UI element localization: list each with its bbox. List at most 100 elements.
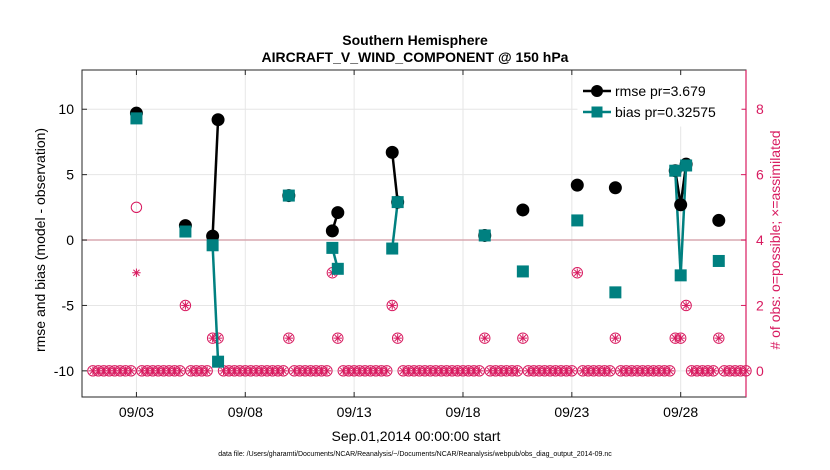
y-tick-label: -10 <box>54 363 74 379</box>
x-tick-label: 09/23 <box>554 404 589 420</box>
star-stroke <box>182 302 189 309</box>
y2-tick-label: 2 <box>756 297 764 313</box>
possible-obs-marker <box>321 365 333 377</box>
star-stroke <box>176 367 184 375</box>
star-stroke <box>519 334 527 342</box>
bias-point <box>130 112 143 125</box>
chart-title: Southern Hemisphere <box>342 32 488 48</box>
star-stroke <box>285 334 293 342</box>
star-stroke <box>127 367 135 375</box>
possible-obs-marker <box>680 299 692 312</box>
bias-point <box>516 265 529 278</box>
y2-tick-label: 0 <box>756 363 764 379</box>
assimilated-obs-marker <box>126 366 136 376</box>
legend-box <box>577 75 742 127</box>
bias-point <box>179 225 192 238</box>
assimilated-obs-marker <box>513 366 522 376</box>
assimilated-obs-marker <box>322 366 332 376</box>
legend-bias-marker <box>591 106 603 118</box>
possible-obs-marker <box>201 365 213 377</box>
star-stroke <box>323 367 331 375</box>
x-tick-label: 09/13 <box>337 404 372 420</box>
bias-line-segment <box>673 170 682 276</box>
rmse-point <box>211 113 225 127</box>
assimilated-obs-marker <box>665 366 675 376</box>
bias-line-segment <box>211 245 220 362</box>
assimilated-obs-marker <box>475 366 484 376</box>
assimilated-obs-marker <box>175 366 185 376</box>
assimilated-obs-marker <box>714 333 723 343</box>
possible-obs-marker <box>179 299 192 312</box>
rmse-point <box>674 198 688 212</box>
rmse-point <box>712 213 726 227</box>
star-stroke <box>514 367 521 375</box>
possible-obs-marker <box>713 332 725 344</box>
star-stroke <box>606 367 614 375</box>
y-tick-label: 0 <box>66 232 74 248</box>
bias-point <box>609 286 622 299</box>
bias-point <box>712 254 725 267</box>
star-stroke <box>611 334 619 342</box>
obs-count-markers <box>87 201 752 377</box>
y2-tick-label: 6 <box>756 167 764 183</box>
possible-obs-marker <box>664 365 676 377</box>
possible-obs-marker <box>332 332 344 344</box>
assimilated-obs-marker <box>676 333 685 343</box>
x-tick-label: 09/08 <box>228 404 263 420</box>
rmse-point <box>325 224 339 238</box>
x-tick-label: 09/18 <box>445 404 480 420</box>
star-stroke <box>203 367 211 375</box>
star-stroke <box>573 269 581 277</box>
possible-obs-marker <box>381 365 393 377</box>
possible-obs-marker <box>609 332 622 344</box>
bias-point <box>669 164 682 177</box>
star-stroke <box>388 302 396 309</box>
star-stroke <box>394 334 402 342</box>
assimilated-obs-marker <box>132 268 141 277</box>
rmse-point <box>331 206 345 220</box>
y-tick-label: 10 <box>58 101 74 117</box>
legend: rmse pr=3.679 bias pr=0.32575 <box>577 75 742 127</box>
possible-obs-marker <box>517 332 529 344</box>
rmse-point <box>570 178 584 192</box>
assimilated-obs-marker <box>181 301 190 310</box>
star-stroke <box>334 334 342 342</box>
star-stroke <box>677 334 685 342</box>
assimilated-obs-marker <box>279 366 288 376</box>
assimilated-obs-marker <box>333 333 343 343</box>
possible-obs-marker <box>391 332 404 344</box>
x-tick-label: 09/03 <box>119 404 154 420</box>
bias-point <box>386 242 399 255</box>
assimilated-obs-marker <box>573 268 582 277</box>
y-tick-label: -5 <box>62 297 75 313</box>
rmse-line-segment <box>211 119 220 237</box>
series-markers <box>129 106 726 368</box>
bias-point <box>331 262 344 275</box>
rmse-point <box>608 181 622 195</box>
rmse-line-segment <box>390 152 399 203</box>
bias-point <box>571 214 584 227</box>
rmse-point <box>385 145 399 159</box>
assimilated-obs-marker <box>480 333 489 343</box>
chart-subtitle: AIRCRAFT_V_WIND_COMPONENT @ 150 hPa <box>262 49 569 65</box>
assimilated-obs-marker <box>284 333 294 343</box>
star-stroke <box>133 269 140 277</box>
axes: 09/03 09/08 09/13 09/18 09/23 09/28 -10 -5 0 5 10 0… <box>54 70 764 420</box>
rmse-point <box>516 203 530 217</box>
bias-point <box>478 229 491 242</box>
assimilated-obs-marker <box>518 333 528 343</box>
bias-point <box>680 159 693 172</box>
y2-tick-label: 4 <box>756 232 764 248</box>
y-tick-label: 5 <box>66 167 74 183</box>
x-axis-label: Sep.01,2014 00:00:00 start <box>332 428 501 444</box>
possible-obs-marker <box>283 332 295 344</box>
bias-line-segment <box>390 201 399 249</box>
assimilated-obs-marker <box>709 366 718 376</box>
assimilated-obs-marker <box>681 301 691 310</box>
x-tick-label: 09/28 <box>663 404 698 420</box>
star-stroke <box>666 367 674 375</box>
assimilated-obs-marker <box>611 333 620 343</box>
assimilated-obs-marker <box>382 366 391 376</box>
possible-obs-marker <box>386 299 398 312</box>
